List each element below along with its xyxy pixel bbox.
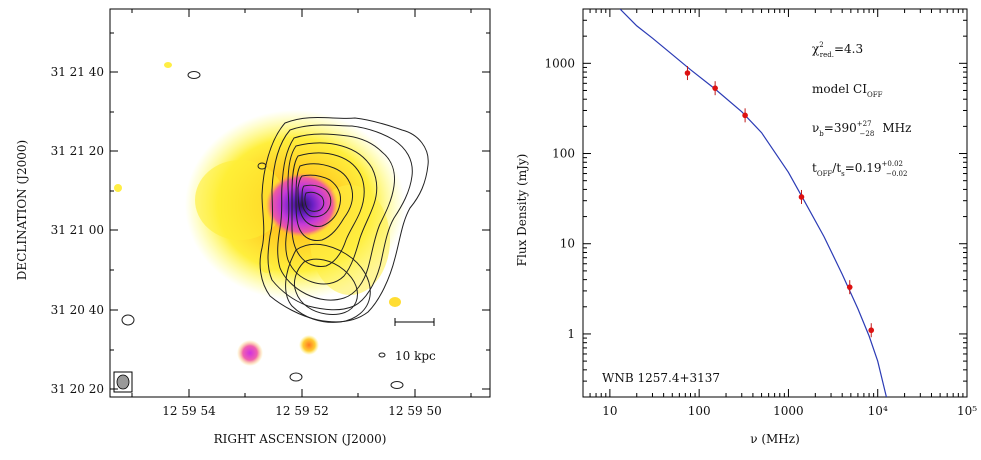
left-ticks — [110, 9, 490, 397]
flux-axis-label: Flux Density (mJy) — [515, 154, 529, 267]
ra-axis-label: RIGHT ASCENSION (J2000) — [214, 432, 387, 446]
dec-tick-label: 31 21 40 — [51, 65, 104, 79]
data-point — [712, 85, 718, 91]
break-frequency-annotation: νb=390+27 −28 MHz — [812, 120, 911, 138]
data-point — [798, 194, 805, 200]
data-point — [846, 284, 853, 290]
scale-bar-label: 10 kpc — [395, 349, 436, 363]
model-annotation: model CIOFF — [812, 82, 883, 99]
x-tick-label: 100 — [688, 404, 711, 418]
radio-contours — [121, 71, 429, 389]
ra-tick-label: 12 59 54 — [162, 404, 216, 418]
x-tick-label: 10⁵ — [957, 404, 977, 418]
xray-speck — [261, 263, 273, 273]
source-name: WNB 1257.4+3137 — [602, 371, 720, 385]
data-points — [684, 66, 875, 338]
y-tick-label: 100 — [552, 147, 575, 161]
y-tick-label: 1 — [567, 327, 575, 341]
data-point — [684, 70, 691, 76]
dec-tick-label: 31 21 20 — [51, 144, 104, 158]
left-frame — [109, 8, 491, 398]
x-tick-label: 10⁴ — [868, 404, 888, 418]
right-tick-labels: 10 100 1000 10⁴ 10⁵ 1 10 100 1000 — [544, 56, 977, 418]
beam-marker — [113, 371, 133, 393]
xray-speck — [114, 184, 122, 192]
y-tick-label: 1000 — [544, 56, 575, 70]
point-source — [299, 335, 319, 355]
x-tick-label: 1000 — [773, 404, 804, 418]
time-ratio-annotation: tOFF/ts=0.19+0.02 −0.02 — [812, 160, 907, 178]
xray-halo-west — [195, 160, 285, 240]
radio-xray-image: 10 kpc — [113, 62, 436, 393]
dec-tick-label: 31 20 40 — [51, 303, 104, 317]
xray-speck — [389, 297, 401, 307]
x-tick-label: 10 — [602, 404, 617, 418]
chi-annotation: χ2 red.=4.3 — [812, 41, 863, 59]
point-source — [237, 340, 263, 366]
dec-axis-label: DECLINATION (J2000) — [15, 140, 29, 280]
right-ticks — [582, 8, 968, 398]
ra-tick-label: 12 59 52 — [275, 404, 328, 418]
dec-tick-label: 31 20 20 — [51, 382, 104, 396]
data-point — [868, 327, 875, 334]
fit-annotations: χ2 red.=4.3 model CIOFF νb=390+27 −28 MHz t… — [602, 41, 911, 385]
y-tick-label: 10 — [560, 237, 575, 251]
scale-bar — [394, 318, 435, 326]
dec-tick-label: 31 21 00 — [51, 223, 104, 237]
ra-tick-label: 12 59 50 — [388, 404, 441, 418]
xray-speck — [164, 62, 172, 68]
model-fit-curve — [619, 9, 887, 397]
data-point — [742, 112, 748, 119]
right-frame — [582, 8, 968, 398]
freq-axis-label: ν (MHz) — [750, 432, 800, 446]
